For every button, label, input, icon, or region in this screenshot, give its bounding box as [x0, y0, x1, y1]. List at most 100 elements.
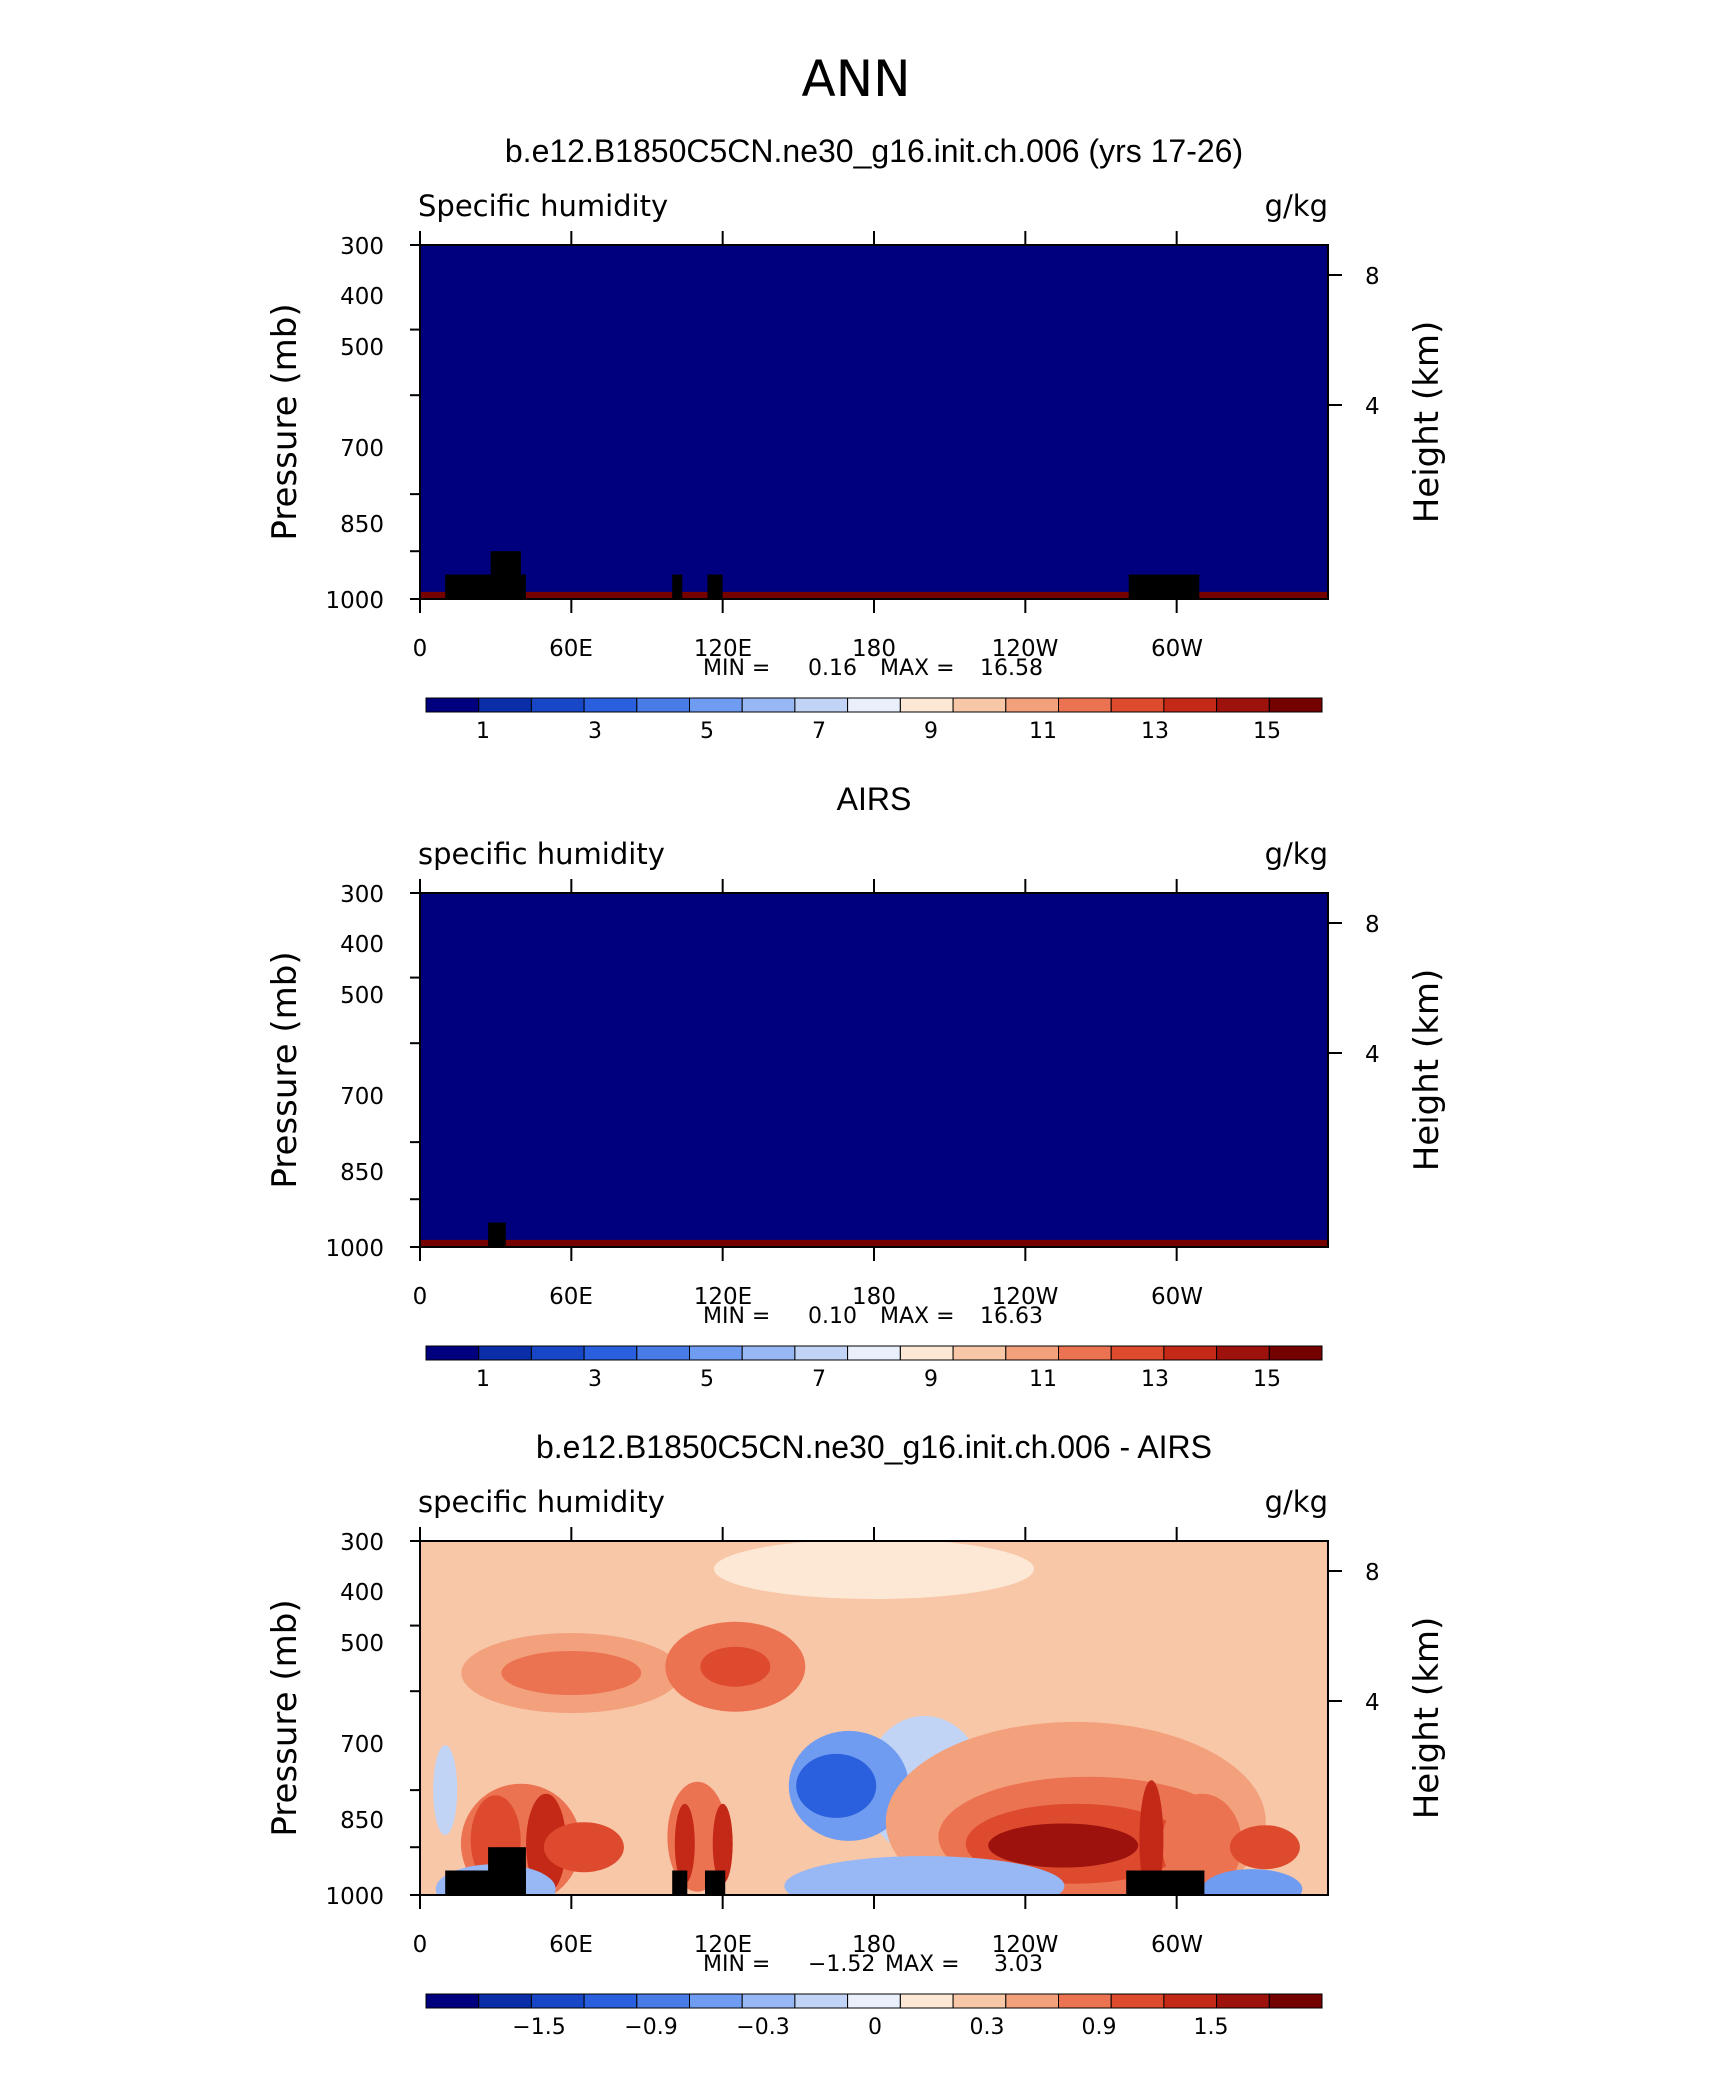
max-value: 16.58 — [980, 656, 1043, 681]
x-tick-label: 120E — [694, 1932, 752, 1958]
max-label: MAX = — [880, 656, 955, 681]
contour-blob — [700, 1646, 771, 1687]
colorbar-box — [425, 697, 480, 713]
colorbar-label: 7 — [812, 1367, 826, 1392]
colorbar-box — [1268, 697, 1323, 713]
colorbar-box — [583, 1345, 638, 1361]
y-tick-label: 400 — [340, 284, 384, 310]
colorbar-box — [689, 1345, 743, 1361]
contour-blob — [988, 1823, 1139, 1868]
topography-mask — [672, 1870, 688, 1895]
colorbar-box — [899, 697, 954, 713]
y-tick-label: 700 — [340, 1084, 384, 1110]
colorbar-box — [1268, 1993, 1323, 2009]
colorbar-box — [1216, 1993, 1270, 2009]
contour-blob — [501, 1651, 642, 1695]
figure-title: ANN — [801, 50, 910, 108]
y-right-tick-label: 4 — [1365, 1042, 1380, 1068]
colorbar-box — [794, 1993, 849, 2009]
min-label: MIN = — [703, 656, 770, 681]
contour-blob — [1161, 1793, 1242, 1894]
x-tick-label: 180 — [852, 1932, 896, 1958]
colorbar-label: 13 — [1141, 1367, 1169, 1392]
contour-blob — [1229, 1825, 1300, 1870]
colorbar-box — [899, 1345, 954, 1361]
contour-blob — [543, 1822, 624, 1873]
colorbar-label: 9 — [924, 1367, 938, 1392]
colorbar-label: 5 — [700, 719, 714, 744]
max-label: MAX = — [885, 1952, 960, 1977]
colorbar-box — [952, 697, 1007, 713]
level-band — [420, 245, 1328, 592]
x-tick-label: 60E — [549, 636, 593, 662]
x-tick-label: 60W — [1151, 636, 1203, 662]
colorbar-box — [1058, 697, 1112, 713]
y-tick-label: 700 — [340, 436, 384, 462]
colorbar-label: 7 — [812, 719, 826, 744]
y-tick-label: 300 — [340, 234, 384, 260]
colorbar-box — [636, 1993, 690, 2009]
topography-mask — [488, 1222, 506, 1247]
contour-blob — [796, 1753, 877, 1818]
min-value: 0.10 — [808, 1304, 857, 1329]
y-tick-label: 850 — [340, 1160, 384, 1186]
contour-blob — [1202, 1869, 1303, 1895]
colorbar-box — [741, 1993, 796, 2009]
colorbar-box — [1058, 1345, 1112, 1361]
colorbar-label: 11 — [1029, 719, 1057, 744]
y-tick-label: 1000 — [325, 1236, 384, 1262]
colorbar-box — [478, 1993, 532, 2009]
colorbar-box — [1163, 697, 1218, 713]
units-label: g/kg — [1265, 837, 1328, 871]
colorbar-box — [689, 697, 743, 713]
y-right-tick-label: 4 — [1365, 1690, 1380, 1716]
colorbar-label: 9 — [924, 719, 938, 744]
y-right-tick-label: 4 — [1365, 394, 1380, 420]
topography-mask — [488, 1847, 526, 1895]
colorbar-label: 11 — [1029, 1367, 1057, 1392]
colorbar — [425, 697, 1323, 713]
x-tick-label: 180 — [852, 1284, 896, 1310]
topography-mask — [1126, 1870, 1205, 1895]
panel-title: b.e12.B1850C5CN.ne30_g16.init.ch.006 - A… — [536, 1429, 1212, 1465]
field-label: specific humidity — [418, 1485, 665, 1519]
x-tick-label: 120W — [992, 636, 1059, 662]
panel-obs: AIRS specific humidity g/kg 0 60E 120E 1… — [265, 781, 1447, 1392]
min-label: MIN = — [703, 1304, 770, 1329]
contour-blob — [674, 1803, 695, 1884]
colorbar-box — [741, 697, 796, 713]
axis-ticks — [410, 879, 1342, 1261]
panel-model: b.e12.B1850C5CN.ne30_g16.init.ch.006 (yr… — [265, 133, 1447, 744]
y-tick-label: 500 — [340, 335, 384, 361]
x-tick-label: 60W — [1151, 1932, 1203, 1958]
colorbar-label: −1.5 — [512, 2015, 565, 2040]
y-right-axis-label: Height (km) — [1407, 1617, 1447, 1820]
colorbar-box — [794, 1345, 849, 1361]
x-tick-label: 0 — [413, 1284, 428, 1310]
colorbar-box — [1216, 1345, 1270, 1361]
panel-title: AIRS — [837, 781, 912, 817]
colorbar-label: 0.3 — [970, 2015, 1005, 2040]
contour-field — [420, 893, 1328, 1247]
y-tick-label: 1000 — [325, 1884, 384, 1910]
y-right-tick-label: 8 — [1365, 912, 1380, 938]
colorbar-box — [952, 1345, 1007, 1361]
colorbar-box — [530, 1345, 585, 1361]
y-tick-label: 300 — [340, 1530, 384, 1556]
colorbar-box — [847, 1345, 901, 1361]
x-tick-label: 0 — [413, 1932, 428, 1958]
y-tick-label: 850 — [340, 1808, 384, 1834]
level-band — [420, 893, 1328, 1240]
contour-blob — [712, 1803, 733, 1884]
y-tick-label: 300 — [340, 882, 384, 908]
colorbar-box — [530, 697, 585, 713]
max-value: 3.03 — [994, 1952, 1043, 1977]
max-value: 16.63 — [980, 1304, 1043, 1329]
colorbar-label: 13 — [1141, 719, 1169, 744]
colorbar-label: 3 — [588, 719, 602, 744]
topography-mask — [707, 574, 723, 599]
y-tick-label: 400 — [340, 932, 384, 958]
topography-mask — [705, 1870, 726, 1895]
colorbar-box — [1110, 1993, 1165, 2009]
y-axis-label: Pressure (mb) — [265, 303, 305, 540]
